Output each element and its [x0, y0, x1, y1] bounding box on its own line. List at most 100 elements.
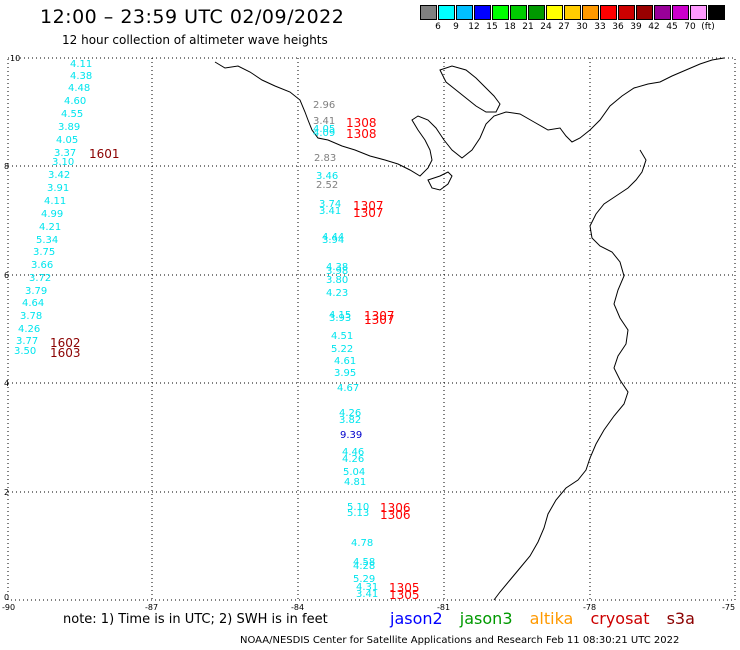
pass-time-label: 1305	[389, 581, 420, 595]
wave-height-label: 3.10	[52, 157, 75, 168]
pass-time-label: 1307	[353, 199, 384, 213]
wave-height-label: 4.64	[22, 298, 45, 309]
wave-height-label: 4.28	[353, 561, 376, 572]
wave-height-label: 3.91	[47, 183, 70, 194]
units-note: note: 1) Time is in UTC; 2) SWH is in fe…	[63, 612, 328, 627]
y-tick: 2	[4, 488, 9, 497]
wave-height-label: 5.34	[36, 235, 59, 246]
scale-swatch	[420, 5, 437, 20]
wave-height-label: 3.82	[339, 415, 362, 426]
wave-height-label: 3.66	[31, 260, 54, 271]
wave-height-label: 3.80	[326, 275, 349, 286]
wave-height-label: 4.11	[44, 196, 67, 207]
wave-height-label: 3.41	[313, 116, 336, 127]
scale-label: 18	[504, 22, 516, 32]
wave-height-label: 4.44	[322, 232, 345, 243]
wave-height-label: 4.11	[70, 59, 93, 70]
wave-height-label: 4.09	[313, 128, 336, 139]
x-tick: -81	[437, 603, 450, 612]
wave-height-label: 3.98	[326, 266, 349, 277]
color-scale-legend: 6 9 12 15 18 21 24 27 30 33 36 39 42 45 70 (ft)	[420, 5, 730, 35]
scale-swatch	[510, 5, 527, 20]
scale-swatch	[690, 5, 707, 20]
x-tick: -84	[291, 603, 304, 612]
credit-line: NOAA/NESDIS Center for Satellite Applica…	[240, 635, 680, 646]
y-tick: 6	[4, 271, 9, 280]
pass-time-label: 1603	[50, 346, 81, 360]
wave-height-label: 3.78	[20, 311, 43, 322]
y-tick: 0	[4, 593, 9, 602]
wave-height-label: 3.79	[25, 286, 48, 297]
scale-swatch	[564, 5, 581, 20]
x-tick: -78	[583, 603, 596, 612]
wave-height-label: 3.72	[29, 273, 52, 284]
y-tick: 10	[10, 54, 20, 63]
wave-height-label: 3.95	[334, 368, 357, 379]
scale-label: 6	[435, 22, 441, 32]
scale-swatch	[582, 5, 599, 20]
scale-swatch	[474, 5, 491, 20]
legend-jason2: jason2	[390, 609, 443, 628]
legend-cryosat: cryosat	[590, 609, 650, 628]
pass-time-label: 1601	[89, 147, 120, 161]
wave-height-label: 4.26	[342, 454, 365, 465]
satellite-legend: jason2 jason3 altika cryosat s3a	[390, 609, 707, 628]
wave-height-label: 4.58	[353, 557, 376, 568]
pass-time-label: 1308	[346, 127, 377, 141]
scale-label: 21	[522, 22, 534, 32]
map-subtitle: 12 hour collection of altimeter wave hei…	[62, 33, 328, 47]
scale-label: 24	[540, 22, 552, 32]
scale-swatch	[528, 5, 545, 20]
wave-height-label: 4.05	[56, 135, 79, 146]
wave-height-label: 4.46	[342, 447, 365, 458]
scale-swatch	[546, 5, 563, 20]
wave-height-label: 2.52	[316, 180, 339, 191]
scale-label: 15	[486, 22, 498, 32]
wave-height-label: 4.23	[326, 288, 349, 299]
wave-height-label: 2.96	[313, 100, 336, 111]
wave-height-label: 4.15	[329, 310, 352, 321]
scale-label: 30	[576, 22, 588, 32]
wave-height-label: 4.67	[337, 383, 360, 394]
scale-label: (ft)	[701, 22, 715, 32]
scale-swatch	[636, 5, 653, 20]
scale-label: 12	[468, 22, 480, 32]
wave-height-label: 4.38	[70, 71, 93, 82]
pass-time-label: 1308	[346, 116, 377, 130]
wave-height-label: 4.38	[326, 262, 349, 273]
y-tick: 4	[4, 379, 9, 388]
legend-jason3: jason3	[459, 609, 513, 628]
x-tick: -87	[145, 603, 158, 612]
coastline	[214, 57, 725, 601]
wave-height-label: 4.31	[356, 582, 379, 593]
wave-height-label: 5.29	[353, 574, 376, 585]
wave-height-label: 4.51	[331, 331, 354, 342]
scale-swatch	[600, 5, 617, 20]
wave-height-label: 2.83	[314, 153, 337, 164]
wave-height-label: 4.48	[68, 83, 91, 94]
pass-time-label: 1307	[353, 206, 384, 220]
pass-time-label: 1307	[364, 313, 395, 327]
wave-height-label: 3.41	[356, 589, 379, 600]
pass-time-label: 1306	[380, 508, 411, 522]
scale-swatch	[618, 5, 635, 20]
pass-time-label: 1602	[50, 336, 81, 350]
scale-swatch	[708, 5, 725, 20]
wave-height-label: 3.93	[329, 313, 352, 324]
wave-height-label: 4.61	[334, 356, 357, 367]
x-tick: -75	[722, 603, 735, 612]
map-title: 12:00 – 23:59 UTC 02/09/2022	[40, 6, 345, 28]
wave-height-label: 3.37	[54, 148, 77, 159]
scale-swatch	[492, 5, 509, 20]
scale-swatch	[438, 5, 455, 20]
scale-label: 9	[453, 22, 459, 32]
wave-height-label: 3.89	[58, 122, 81, 133]
y-tick: 8	[4, 162, 9, 171]
scale-swatch	[456, 5, 473, 20]
wave-height-label: 5.04	[343, 467, 366, 478]
wave-height-label: 4.26	[18, 324, 41, 335]
scale-label: 36	[612, 22, 624, 32]
wave-height-label: 3.42	[48, 170, 71, 181]
wave-height-label: 3.41	[319, 206, 342, 217]
wave-height-label: 4.05	[313, 124, 336, 135]
